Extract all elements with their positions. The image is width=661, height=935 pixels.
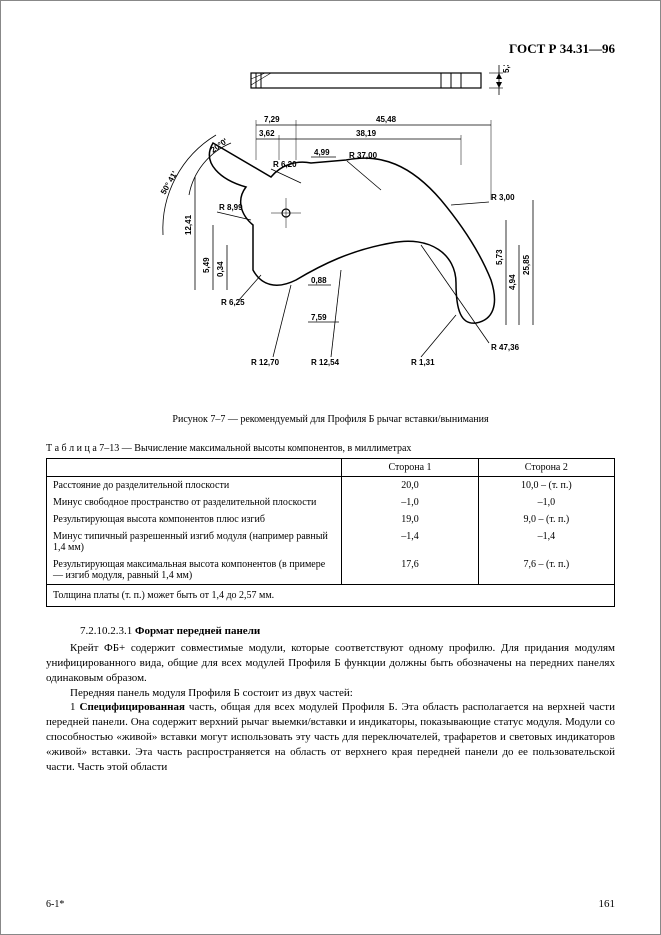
- row-v2: 10,0 – (т. п.): [478, 477, 614, 495]
- row-label: Минус свободное пространство от разделит…: [47, 494, 342, 511]
- dim-3-62: 3,62: [259, 129, 275, 138]
- r-6-25: R 6,25: [221, 298, 245, 307]
- document-page: ГОСТ Р 34.31—96 5,30: [0, 0, 661, 935]
- row-label: Результирующая максимальная высота компо…: [47, 556, 342, 585]
- dim-7-59: 7,59: [311, 313, 327, 322]
- dim-38-19: 38,19: [356, 129, 377, 138]
- section-heading: 7.2.10.2.3.1 Формат передней панели: [80, 625, 615, 637]
- top-bar-shape: 5,30: [251, 65, 511, 95]
- row-v2: –1,4: [478, 528, 614, 556]
- row-v2: –1,0: [478, 494, 614, 511]
- r-1-31: R 1,31: [411, 358, 435, 367]
- r-3-00: R 3,00: [491, 193, 515, 202]
- lever-outline: 7,29 45,48 3,62 38,19 4,99 R 6,20 R 37,0…: [158, 115, 532, 367]
- row-v1: 20,0: [342, 477, 478, 495]
- col-header-1: Сторона 1: [342, 459, 478, 477]
- angle-20: 20°0': [208, 137, 228, 155]
- dim-45-48: 45,48: [376, 115, 397, 124]
- row-label: Расстояние до разделительной плоскости: [47, 477, 342, 495]
- row-v1: 17,6: [342, 556, 478, 585]
- table-title-prefix: Т а б л и ц а 7–13 —: [46, 443, 134, 454]
- figure-caption: Рисунок 7–7 — рекомендуемый для Профиля …: [46, 414, 615, 425]
- row-v1: –1,0: [342, 494, 478, 511]
- dim-0-88: 0,88: [311, 276, 327, 285]
- paragraph-3: 1 Специфицированная часть, общая для все…: [46, 700, 615, 774]
- table-body-row: Расстояние до разделительной плоскости 2…: [47, 477, 615, 495]
- table-footnote: Толщина платы (т. п.) может быть от 1,4 …: [47, 585, 615, 607]
- r-47-36: R 47,36: [491, 343, 520, 352]
- page-number: 161: [599, 898, 616, 910]
- dim-12-41: 12,41: [184, 214, 193, 235]
- row-v1: 19,0: [342, 511, 478, 528]
- technical-diagram: 5,30 7,29 45,48 3,62: [46, 65, 615, 400]
- section-number: 7.2.10.2.3.1: [80, 625, 132, 637]
- header-doc-id: ГОСТ Р 34.31—96: [46, 41, 615, 57]
- table-header-row: Сторона 1 Сторона 2: [47, 459, 615, 477]
- dim-7-29: 7,29: [264, 115, 280, 124]
- table-footnote-row: Толщина платы (т. п.) может быть от 1,4 …: [47, 585, 615, 607]
- table-body-row: Минус типичный разрешенный изгиб модуля …: [47, 528, 615, 556]
- r-37-00: R 37,00: [349, 151, 378, 160]
- dim-5-73: 5,73: [495, 249, 504, 265]
- table-body-row: Результирующая высота компонентов плюс и…: [47, 511, 615, 528]
- body-text: Крейт ФБ+ содержит совместимые модули, к…: [46, 641, 615, 775]
- dim-4-94: 4,94: [508, 274, 517, 290]
- row-v2: 9,0 – (т. п.): [478, 511, 614, 528]
- table-title: Т а б л и ц а 7–13 — Вычисление максимал…: [46, 443, 615, 454]
- dim-0-34: 0,34: [216, 261, 225, 277]
- footer-signature: 6-1*: [46, 899, 64, 910]
- table-body-row: Минус свободное пространство от разделит…: [47, 494, 615, 511]
- row-label: Минус типичный разрешенный изгиб модуля …: [47, 528, 342, 556]
- r-8-99: R 8,99: [219, 203, 243, 212]
- table-body-row: Результирующая максимальная высота компо…: [47, 556, 615, 585]
- col-header-2: Сторона 2: [478, 459, 614, 477]
- paragraph-2: Передняя панель модуля Профиля Б состоит…: [46, 686, 615, 701]
- dim-5-49: 5,49: [202, 257, 211, 273]
- table-title-text: Вычисление максимальной высоты компонент…: [134, 443, 411, 454]
- row-label: Результирующая высота компонентов плюс и…: [47, 511, 342, 528]
- dim-4-99: 4,99: [314, 148, 330, 157]
- row-v1: –1,4: [342, 528, 478, 556]
- paragraph-1: Крейт ФБ+ содержит совместимые модули, к…: [46, 641, 615, 686]
- row-v2: 7,6 – (т. п.): [478, 556, 614, 585]
- section-title: Формат передней панели: [135, 625, 260, 637]
- dim-25-85: 25,85: [522, 254, 531, 275]
- r-12-70: R 12,70: [251, 358, 280, 367]
- data-table: Сторона 1 Сторона 2 Расстояние до раздел…: [46, 458, 615, 607]
- dim-5-30: 5,30: [502, 65, 511, 73]
- r-12-54: R 12,54: [311, 358, 340, 367]
- r-6-20: R 6,20: [273, 160, 297, 169]
